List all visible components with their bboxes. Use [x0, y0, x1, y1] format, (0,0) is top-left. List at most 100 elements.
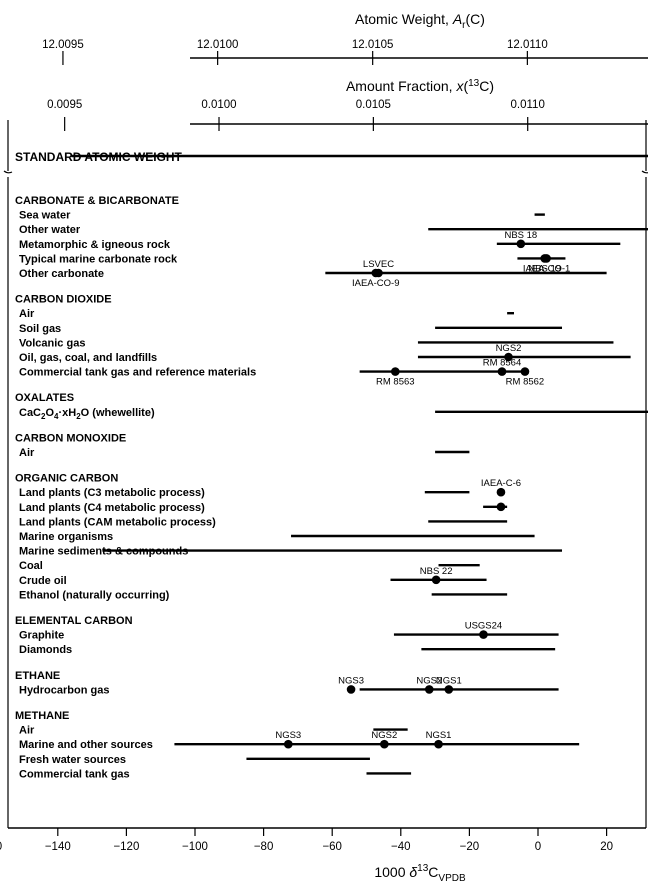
reference-label: NBS 22: [420, 566, 453, 577]
delta-tick-label: −120: [113, 841, 139, 853]
data-row: Land plants (CAM metabolic process): [19, 516, 507, 528]
group: ELEMENTAL CARBON Graphite USGS24 Diamonds: [15, 615, 559, 656]
delta-tick-label: 20: [600, 841, 613, 853]
reference-label: NBS 18: [504, 230, 537, 241]
delta-tick-label: −160: [0, 841, 2, 853]
amount-fraction-tick-label: 0.0105: [356, 99, 391, 111]
row-label: Coal: [19, 560, 43, 572]
row-label: Land plants (CAM metabolic process): [19, 516, 216, 528]
data-row: Air: [19, 447, 469, 459]
data-row: Soil gas: [19, 323, 562, 335]
row-label: Commercial tank gas: [19, 768, 130, 780]
data-row: Other water: [19, 224, 648, 236]
row-label: Typical marine carbonate rock: [19, 253, 178, 265]
group: ORGANIC CARBON Land plants (C3 metabolic …: [15, 473, 562, 602]
reference-label: LSVEC: [363, 259, 394, 270]
delta-tick-label: 0: [535, 841, 541, 853]
row-label: Land plants (C4 metabolic process): [19, 502, 205, 514]
row-label: Graphite: [19, 630, 64, 642]
atomic-weight-axis-title: Atomic Weight, Ar(C): [355, 11, 485, 31]
delta-tick-label: −80: [254, 841, 274, 853]
data-row: Air: [19, 308, 514, 320]
reference-label: NGS1: [436, 675, 462, 686]
data-row: CaC2O4·xH2O (whewellite): [19, 407, 648, 421]
reference-label: NGS1: [426, 730, 452, 741]
row-label: Other water: [19, 224, 81, 236]
data-row: Ethanol (naturally occurring): [19, 589, 507, 601]
delta-tick-label: −100: [182, 841, 208, 853]
data-row: Crude oil NBS 22: [19, 566, 487, 587]
reference-label: NGS3: [275, 730, 301, 741]
reference-label: USGS24: [465, 621, 503, 632]
row-label: Metamorphic & igneous rock: [19, 239, 171, 251]
amount-fraction-tick-label: 0.0100: [201, 99, 236, 111]
row-label: Sea water: [19, 210, 71, 222]
group: CARBONATE & BICARBONATE Sea water Other wa…: [15, 195, 648, 289]
data-row: Marine sediments & compounds: [19, 546, 562, 558]
amount-fraction-tick-label: 0.0095: [47, 99, 82, 111]
group-title: CARBONATE & BICARBONATE: [15, 195, 179, 207]
reference-point: [371, 269, 380, 278]
reference-label: RM 8563: [376, 377, 415, 388]
row-label: CaC2O4·xH2O (whewellite): [19, 407, 155, 421]
data-row: Air: [19, 725, 408, 737]
standard-atomic-weight: STANDARD ATOMIC WEIGHT: [15, 150, 648, 164]
row-label: Ethanol (naturally occurring): [19, 589, 170, 601]
group-title: CARBON MONOXIDE: [15, 432, 126, 444]
reference-point: [391, 367, 400, 376]
amount-fraction-tick-label: 0.0110: [511, 99, 545, 111]
row-label: Fresh water sources: [19, 754, 126, 766]
delta-axis-title: 1000 δ13CVPDB: [374, 863, 466, 882]
group-title: OXALATES: [15, 392, 74, 404]
group-title: METHANE: [15, 710, 69, 722]
data-row: Commercial tank gas: [19, 768, 411, 780]
delta-tick-label: −20: [460, 841, 480, 853]
reference-label: NGS3: [338, 675, 364, 686]
data-row: Marine and other sources NGS3 NGS2 NGS1: [19, 730, 579, 751]
row-label: Land plants (C3 metabolic process): [19, 487, 205, 499]
delta-tick-label: −140: [45, 841, 71, 853]
atomic-weight-tick-label: 12.0110: [507, 39, 548, 51]
row-label: Commercial tank gas and reference materi…: [19, 367, 256, 379]
row-label: Air: [19, 447, 35, 459]
group-title: ELEMENTAL CARBON: [15, 615, 133, 627]
reference-point: [521, 367, 530, 376]
group: CARBON DIOXIDE Air Soil gas Volcanic gasOil…: [15, 294, 631, 388]
group-title: ORGANIC CARBON: [15, 473, 118, 485]
atomic-weight-tick-label: 12.0095: [42, 39, 84, 51]
data-row: Coal: [19, 560, 480, 572]
row-label: Marine organisms: [19, 531, 113, 543]
atomic-weight-tick-label: 12.0105: [352, 39, 394, 51]
amount-fraction-axis: Amount Fraction, x(13C) 0.0095 0.0100 0.01…: [47, 78, 648, 131]
data-row: Marine organisms: [19, 531, 535, 543]
material-groups: CARBONATE & BICARBONATE Sea water Other wa…: [15, 195, 648, 780]
delta-tick-label: −60: [322, 841, 342, 853]
data-row: Diamonds: [19, 644, 555, 656]
data-row: Land plants (C4 metabolic process): [19, 502, 507, 514]
data-row: Fresh water sources: [19, 754, 370, 766]
atomic-weight-tick-label: 12.0100: [197, 39, 239, 51]
data-row: Metamorphic & igneous rock NBS 18: [19, 230, 620, 251]
reference-label: RM 8562: [506, 377, 545, 388]
reference-label: NGS2: [496, 343, 522, 354]
row-label: Air: [19, 725, 35, 737]
atomic-weight-axis: Atomic Weight, Ar(C) 12.0095 12.0100 12.01…: [42, 11, 648, 65]
data-row: Sea water: [19, 210, 545, 222]
group-title: ETHANE: [15, 670, 60, 682]
amount-fraction-axis-title: Amount Fraction, x(13C): [346, 78, 494, 94]
reference-label: NGS2: [371, 730, 397, 741]
group-title: CARBON DIOXIDE: [15, 294, 112, 306]
row-label: Hydrocarbon gas: [19, 684, 109, 696]
row-label: Diamonds: [19, 644, 72, 656]
data-row: Oil, gas, coal, and landfills NGS2: [19, 343, 631, 364]
group: METHANE Air Marine and other sources NGS3 NG…: [15, 710, 579, 780]
row-label: Volcanic gas: [19, 337, 85, 349]
row-label: Marine and other sources: [19, 739, 153, 751]
data-row: Volcanic gas: [19, 337, 613, 349]
reference-label: RM 8564: [483, 358, 522, 369]
reference-label: IAEA-CO-9: [352, 278, 400, 289]
row-label: Air: [19, 308, 35, 320]
row-label: Crude oil: [19, 575, 67, 587]
